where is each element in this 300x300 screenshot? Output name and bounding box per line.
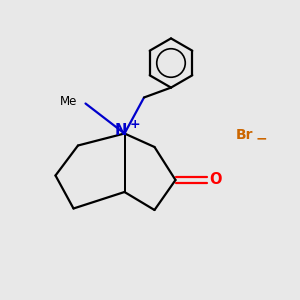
Text: O: O [209, 172, 222, 188]
Text: −: − [256, 132, 267, 145]
Text: N: N [115, 123, 127, 138]
Text: Br: Br [236, 128, 253, 142]
Text: +: + [130, 118, 140, 131]
Text: Me: Me [60, 94, 77, 108]
